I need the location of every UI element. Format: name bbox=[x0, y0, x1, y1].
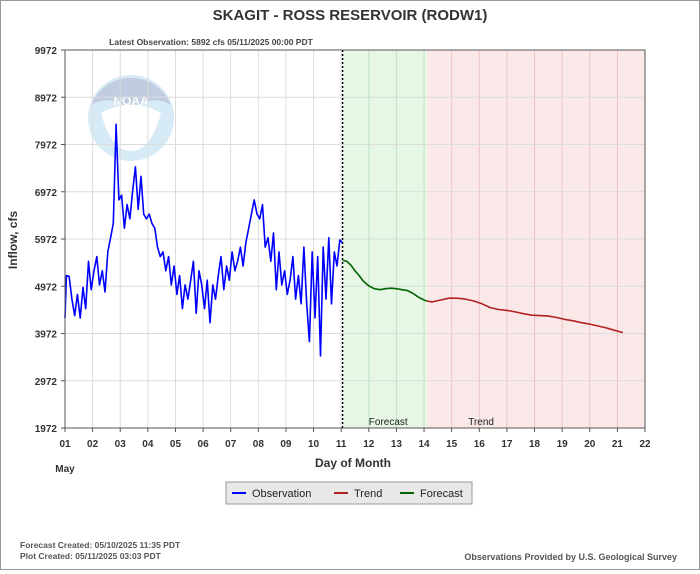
noaa-logo-icon: NOAA bbox=[88, 75, 174, 161]
y-tick-label: 4972 bbox=[35, 282, 58, 293]
x-tick-label: 20 bbox=[584, 439, 596, 450]
x-tick-label: 02 bbox=[87, 439, 99, 450]
y-axis-label: Inflow, cfs bbox=[6, 211, 20, 270]
x-tick-label: 15 bbox=[446, 439, 458, 450]
forecast-created-note: Forecast Created: 05/10/2025 11:35 PDT bbox=[20, 540, 181, 550]
y-tick-label: 6972 bbox=[35, 188, 58, 199]
x-tick-label: 04 bbox=[142, 439, 154, 450]
legend-item-observation: Observation bbox=[252, 488, 311, 500]
x-tick-label: 22 bbox=[639, 439, 651, 450]
x-tick-label: 05 bbox=[170, 439, 182, 450]
data-credit: Observations Provided by U.S. Geological… bbox=[464, 552, 677, 562]
x-tick-label: 16 bbox=[474, 439, 486, 450]
x-tick-label: 11 bbox=[336, 439, 347, 450]
x-tick-label: 18 bbox=[529, 439, 541, 450]
chart-subtitle: Latest Observation: 5892 cfs 05/11/2025 … bbox=[109, 37, 313, 47]
x-tick-label: 07 bbox=[225, 439, 237, 450]
legend-item-forecast: Forecast bbox=[420, 488, 463, 500]
series-forecast-line bbox=[342, 259, 428, 302]
x-tick-label: 03 bbox=[115, 439, 127, 450]
plot-area: NOAA Forecast Trend 1972 2972 3972 4972 5972 697… bbox=[35, 46, 651, 450]
region-trend-label: Trend bbox=[468, 417, 494, 428]
y-tick-label: 9972 bbox=[35, 46, 58, 57]
x-tick-label: 13 bbox=[391, 439, 403, 450]
x-tick-label: 08 bbox=[253, 439, 265, 450]
chart-legend: Observation Trend Forecast bbox=[225, 481, 473, 505]
legend-item-trend: Trend bbox=[354, 488, 382, 500]
x-axis-label: Day of Month bbox=[315, 456, 391, 470]
region-forecast-label: Forecast bbox=[369, 417, 408, 428]
x-tick-label: 14 bbox=[418, 439, 430, 450]
chart-title: SKAGIT - ROSS RESERVOIR (RODW1) bbox=[213, 7, 488, 24]
y-tick-label: 7972 bbox=[35, 141, 58, 152]
x-tick-label: 21 bbox=[612, 439, 624, 450]
series-observation-line bbox=[64, 123, 344, 357]
x-tick-label: 09 bbox=[280, 439, 292, 450]
x-axis-month-label: May bbox=[55, 464, 75, 475]
x-tick-label: 12 bbox=[363, 439, 375, 450]
y-tick-label: 1972 bbox=[35, 424, 58, 435]
y-tick-label: 3972 bbox=[35, 330, 58, 341]
plot-created-note: Plot Created: 05/11/2025 03:03 PDT bbox=[20, 551, 162, 561]
x-tick-label: 17 bbox=[501, 439, 513, 450]
x-tick-label: 10 bbox=[308, 439, 320, 450]
y-tick-label: 2972 bbox=[35, 377, 58, 388]
x-tick-label: 01 bbox=[59, 439, 71, 450]
series-trend-line bbox=[426, 297, 624, 334]
y-tick-label: 5972 bbox=[35, 235, 58, 246]
x-tick-label: 19 bbox=[557, 439, 569, 450]
noaa-logo-text: NOAA bbox=[113, 94, 149, 108]
x-tick-label: 06 bbox=[198, 439, 210, 450]
y-tick-label: 8972 bbox=[35, 93, 58, 104]
